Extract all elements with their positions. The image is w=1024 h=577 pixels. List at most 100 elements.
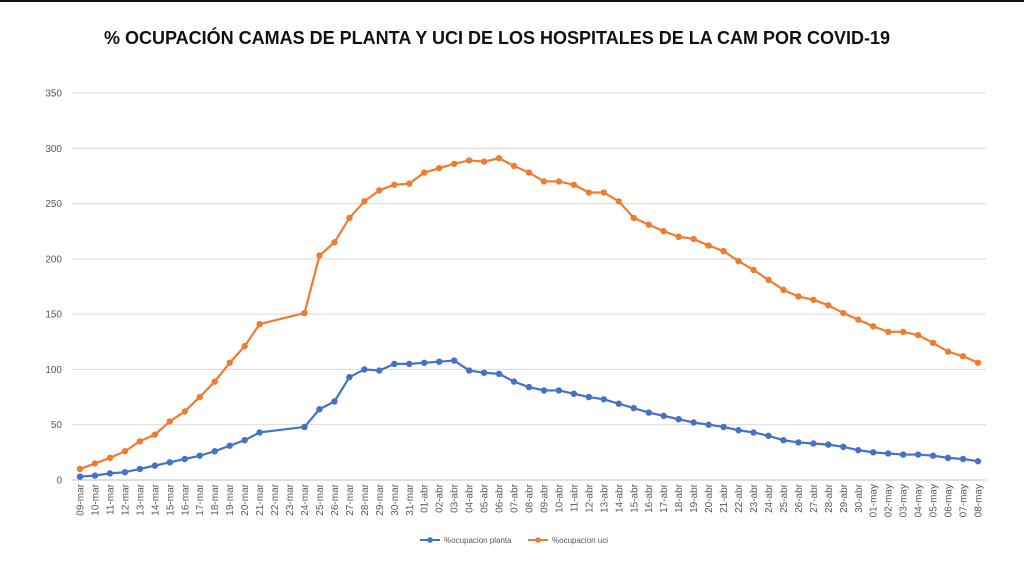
x-tick-label: 30-abr [854,483,865,513]
legend-marker [535,537,541,543]
data-point [76,465,84,473]
data-point [436,358,443,365]
data-point [855,316,862,323]
data-point [825,441,832,448]
gridlines [72,92,986,481]
x-tick-label: 26-abr [794,483,805,513]
data-point [346,214,353,222]
x-tick-label: 07-may [959,484,970,517]
data-point [226,442,233,449]
x-tick-label: 17-abr [659,483,670,513]
x-tick-label: 21-abr [719,483,730,513]
y-tick-label: 350 [45,89,62,100]
x-tick-label: 19-mar [225,483,236,515]
data-point [361,198,368,205]
x-tick-label: 16-abr [644,483,655,513]
y-tick-label: 0 [56,476,62,487]
data-point [974,458,982,465]
data-point [750,266,757,274]
data-point [914,451,922,458]
x-tick-label: 08-abr [525,483,536,513]
data-point [720,247,727,255]
data-point [974,359,982,366]
x-tick-label: 27-abr [809,483,820,513]
data-point [615,400,622,407]
data-point [899,328,907,336]
x-tick-label: 09-abr [539,483,550,513]
data-point [870,449,877,456]
data-point [151,431,159,438]
x-tick-label: 10-abr [554,483,565,513]
data-point [780,286,787,294]
x-tick-label: 06-abr [495,483,506,513]
data-point [376,367,383,374]
data-point [660,412,667,420]
series-planta [76,357,982,480]
data-point [540,387,548,394]
data-point [136,438,144,445]
y-tick-label: 100 [45,365,62,376]
x-tick-label: 09-mar [76,483,87,515]
data-point [840,309,847,317]
x-tick-label: 26-mar [330,483,341,515]
x-tick-label: 02-abr [435,483,446,513]
x-tick-label: 12-abr [584,483,595,513]
data-point [406,180,413,187]
x-tick-label: 03-abr [450,483,461,513]
x-tick-label: 05-abr [480,483,491,513]
data-point [525,169,533,176]
x-tick-label: 10-mar [90,483,101,515]
x-tick-label: 22-abr [734,483,745,513]
data-point [450,160,458,167]
x-tick-label: 01-may [869,484,880,517]
y-tick-label: 200 [45,254,62,265]
data-point [331,398,338,405]
data-point [106,470,114,477]
data-point [645,409,652,416]
x-tick-label: 29-mar [375,483,386,515]
data-point [585,189,593,196]
data-point [870,323,877,330]
data-point [660,228,667,235]
data-point [91,460,99,467]
data-point [780,436,787,444]
data-point [166,459,173,466]
data-point [361,366,368,373]
x-tick-label: 03-may [899,484,910,517]
data-point [675,415,682,423]
x-tick-label: 08-may [974,484,985,517]
data-point [705,421,712,428]
x-tick-label: 28-mar [360,483,371,515]
data-point [510,378,518,385]
data-point [600,396,608,403]
data-point [929,339,937,347]
data-point [391,181,398,188]
x-tick-label: 31-mar [405,483,416,515]
data-point [899,451,907,458]
data-point [690,235,697,243]
data-point [421,169,428,176]
x-tick-label: 11-mar [105,483,116,515]
data-point [675,233,682,240]
series-lines [76,155,982,480]
data-point [151,462,159,469]
x-tick-label: 12-mar [120,483,131,515]
data-point [914,331,922,339]
data-point [436,164,443,172]
data-point [630,214,637,222]
legend: %ocupacion planta %ocupacion uci [420,536,608,545]
data-point [750,429,757,436]
data-point [690,419,697,426]
data-point [510,162,518,170]
x-tick-label: 13-abr [599,483,610,513]
data-point [600,189,608,196]
x-tick-label: 18-abr [674,483,685,513]
data-point [615,198,622,205]
data-point [465,367,473,374]
data-point [166,418,173,425]
top-border [0,0,1024,2]
y-tick-label: 150 [45,310,62,321]
x-tick-label: 15-abr [629,483,640,513]
data-point [241,343,248,350]
x-tick-label: 28-abr [824,483,835,513]
